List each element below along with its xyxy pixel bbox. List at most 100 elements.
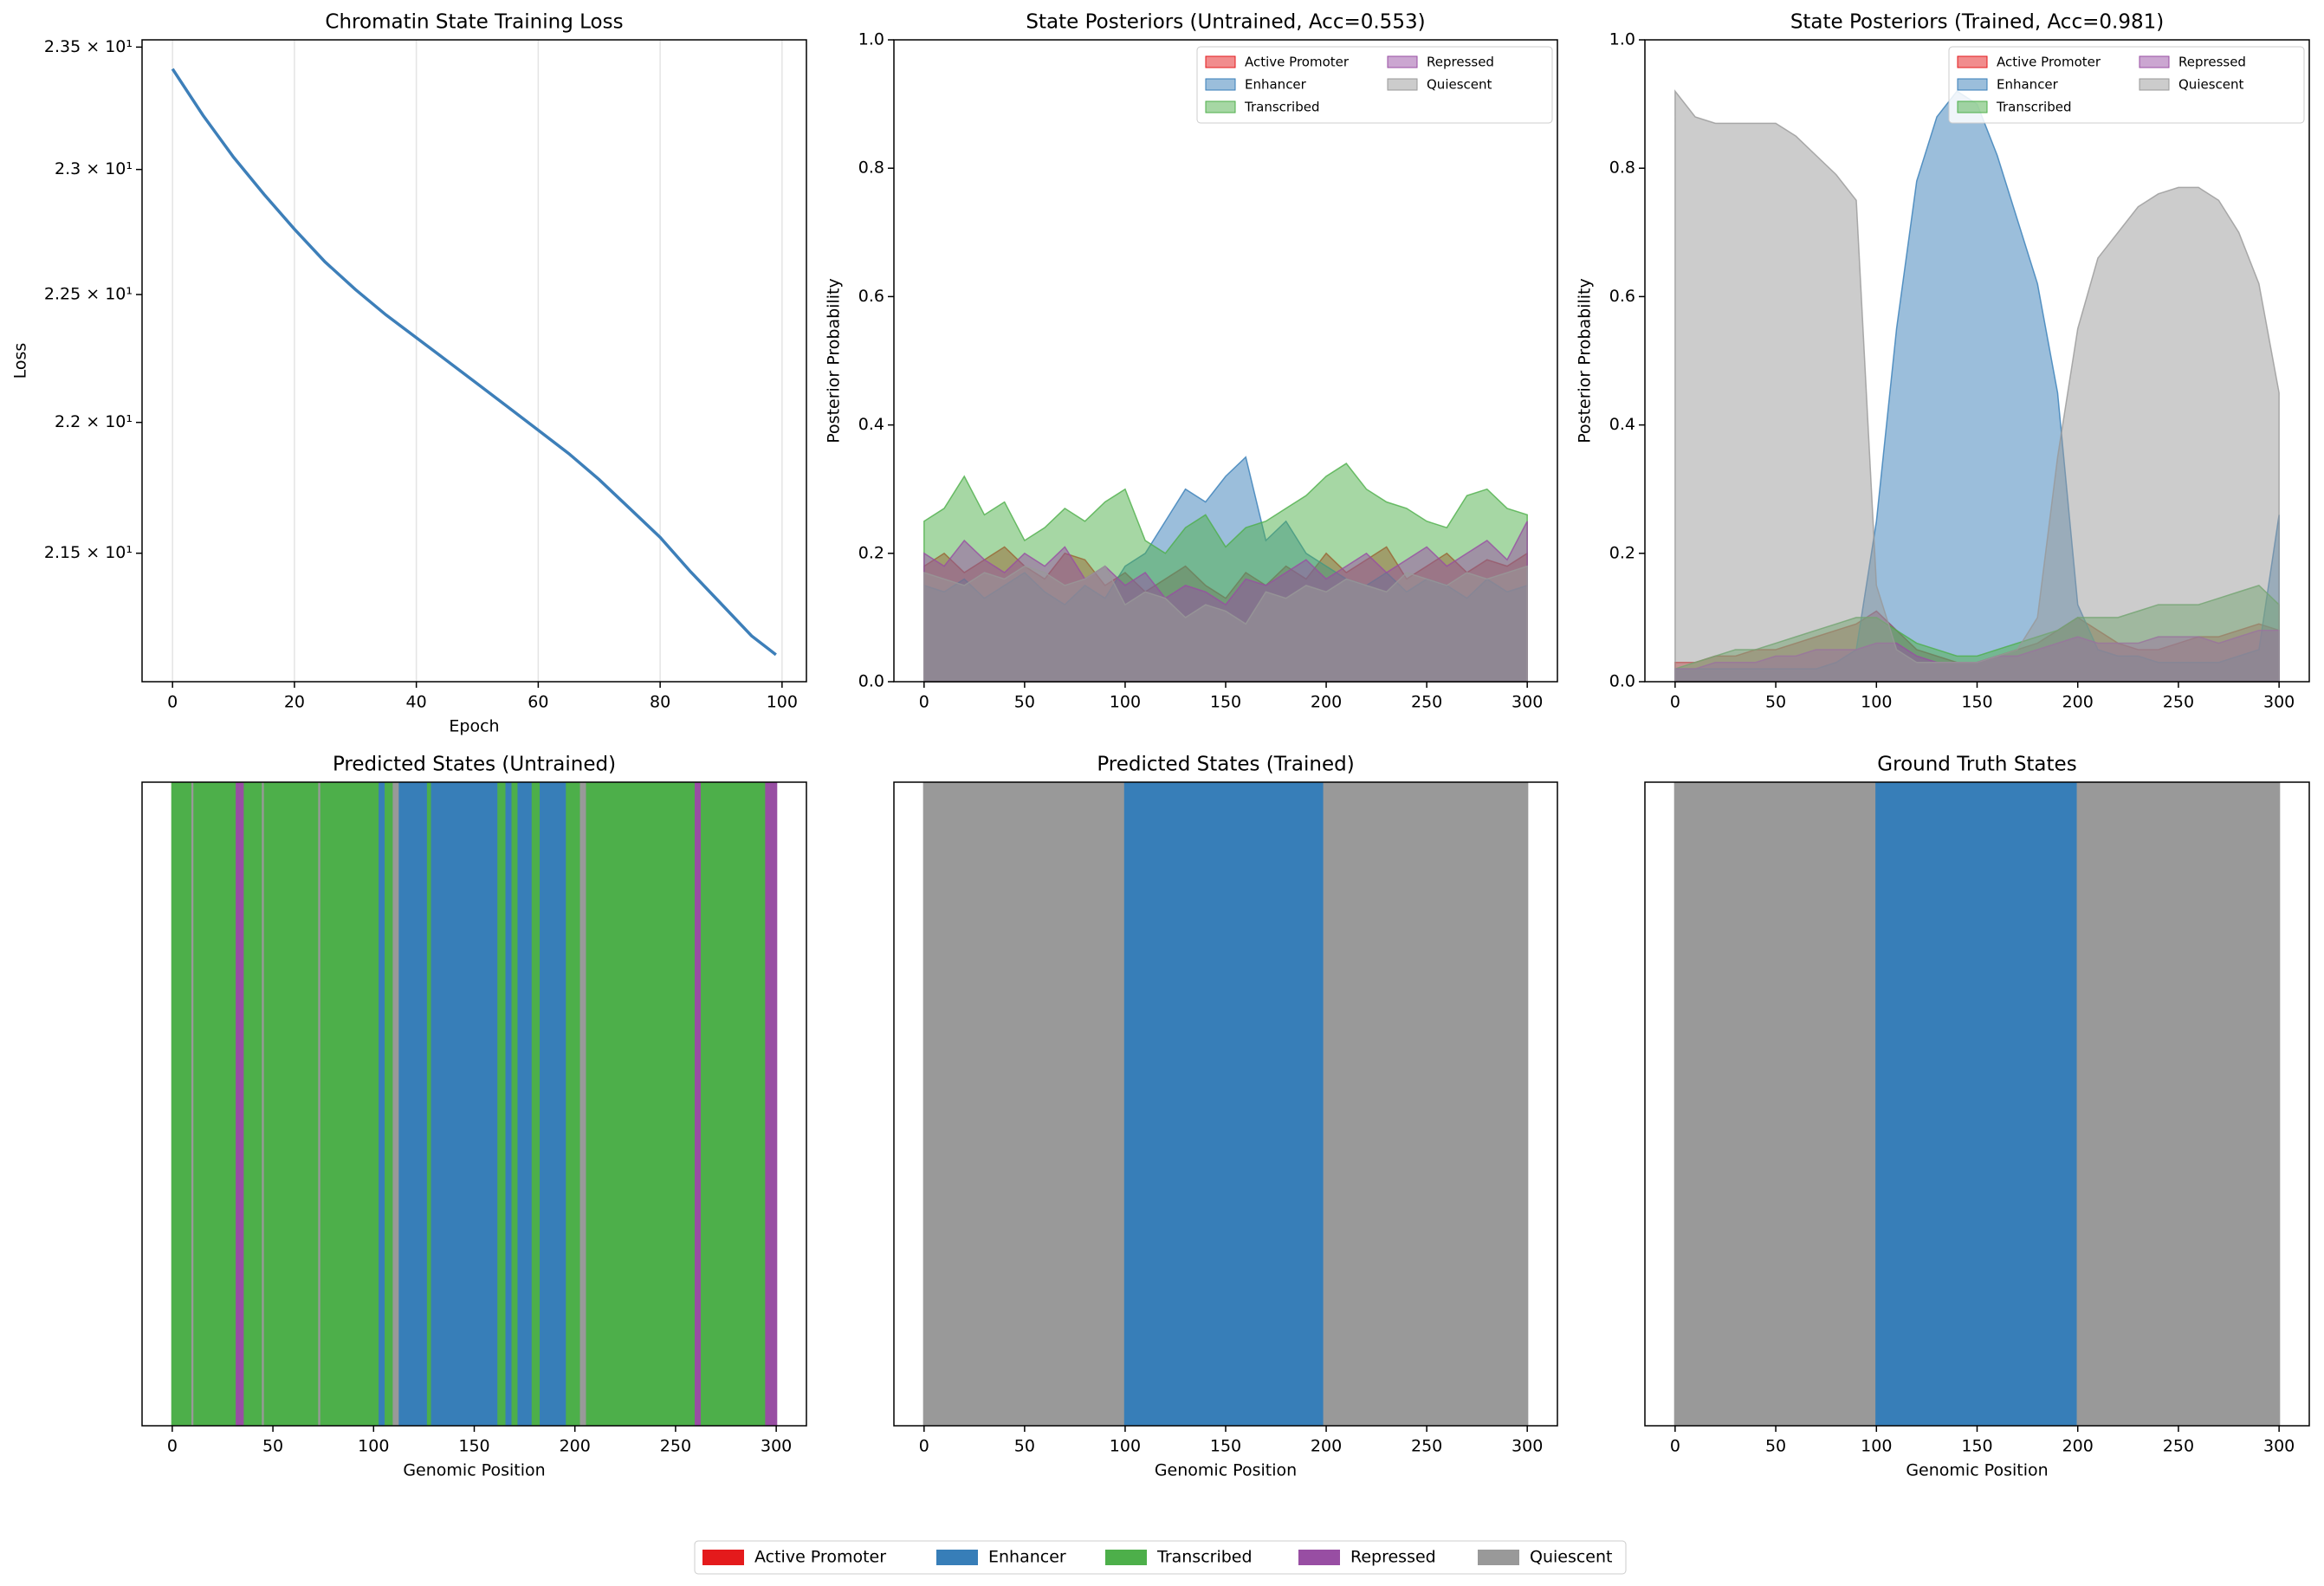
x-tick-label: 0 — [1670, 693, 1680, 712]
state-run — [511, 782, 520, 1426]
y-tick-label: 0.4 — [1609, 415, 1635, 434]
legend-label: Active Promoter — [754, 1548, 886, 1567]
legend-swatch — [2139, 55, 2170, 68]
legend-label: Active Promoter — [1245, 55, 1350, 70]
x-tick-label: 150 — [1210, 693, 1241, 712]
chart-title: State Posteriors (Trained, Acc=0.981) — [1790, 11, 2164, 34]
x-tick-label: 150 — [1961, 1437, 1992, 1456]
legend-label: Enhancer — [1245, 77, 1307, 93]
state-run — [586, 782, 697, 1426]
chart-title: Predicted States (Trained) — [1097, 754, 1354, 776]
state-run — [531, 782, 542, 1426]
x-tick-label: 200 — [1311, 1437, 1342, 1456]
x-tick-label: 0 — [1670, 1437, 1680, 1456]
legend-box — [1948, 46, 2305, 124]
x-tick-label: 300 — [2263, 693, 2295, 712]
legend-label: Transcribed — [1996, 100, 2072, 115]
state-run — [398, 782, 430, 1426]
state-run — [517, 782, 534, 1426]
x-tick-label: 200 — [560, 1437, 591, 1456]
state-run — [695, 782, 703, 1426]
y-tick-label: 0.8 — [858, 159, 884, 178]
chart-title: State Posteriors (Untrained, Acc=0.553) — [1026, 11, 1425, 34]
legend-label: Transcribed — [1244, 100, 1320, 115]
y-tick-label: 0.2 — [1609, 543, 1635, 562]
y-tick-label: 0.2 — [858, 543, 884, 562]
state-run — [392, 782, 401, 1426]
legend-label: Repressed — [1427, 55, 1494, 70]
x-tick-label: 200 — [1311, 693, 1342, 712]
legend-swatch — [702, 1550, 744, 1565]
y-tick-label: 0.6 — [858, 287, 884, 306]
state-run — [579, 782, 588, 1426]
y-tick-label: 0.0 — [1609, 672, 1635, 691]
x-tick-label: 250 — [2163, 1437, 2194, 1456]
state-run — [2076, 782, 2281, 1426]
legend-box — [694, 1540, 1627, 1575]
legend-swatch — [1205, 100, 1236, 113]
x-tick-label: 200 — [2062, 693, 2094, 712]
legend-label: Enhancer — [1997, 77, 2059, 93]
x-tick-label: 250 — [1411, 1437, 1442, 1456]
y-tick-label: 2.35 × 10¹ — [44, 37, 133, 56]
x-tick-label: 100 — [767, 693, 798, 712]
state-run — [505, 782, 514, 1426]
x-tick-label: 60 — [528, 693, 548, 712]
y-tick-label: 2.3 × 10¹ — [55, 159, 133, 178]
state-run — [765, 782, 778, 1426]
x-tick-label: 20 — [284, 693, 305, 712]
x-tick-label: 250 — [660, 1437, 691, 1456]
legend-swatch — [1957, 78, 1988, 91]
x-tick-label: 50 — [1014, 693, 1035, 712]
x-tick-label: 100 — [1861, 693, 1892, 712]
state-run — [263, 782, 320, 1426]
legend-label: Repressed — [1350, 1548, 1436, 1567]
x-axis-label: Epoch — [449, 717, 499, 736]
y-tick-label: 2.25 × 10¹ — [44, 285, 133, 304]
state-run — [430, 782, 500, 1426]
state-run — [540, 782, 568, 1426]
y-axis-label: Posterior Probability — [1576, 278, 1595, 443]
legend-label: Transcribed — [1156, 1548, 1253, 1567]
state-run — [497, 782, 508, 1426]
y-tick-label: 1.0 — [1609, 30, 1635, 49]
legend-swatch — [1957, 55, 1988, 68]
y-tick-label: 0.4 — [858, 415, 884, 434]
x-axis-label: Genomic Position — [403, 1461, 545, 1480]
x-tick-label: 300 — [1512, 1437, 1543, 1456]
y-tick-label: 2.15 × 10¹ — [44, 543, 133, 562]
loss-line — [171, 68, 777, 657]
legend-label: Repressed — [2178, 55, 2246, 70]
x-tick-label: 100 — [358, 1437, 389, 1456]
y-axis-label: Posterior Probability — [825, 278, 844, 443]
legend-swatch — [1478, 1550, 1519, 1565]
state-run — [922, 782, 1127, 1426]
state-run — [320, 782, 381, 1426]
x-tick-label: 250 — [2163, 693, 2194, 712]
state-run — [379, 782, 387, 1426]
legend-swatch — [1957, 100, 1988, 113]
x-tick-label: 0 — [919, 1437, 929, 1456]
x-tick-label: 250 — [1411, 693, 1442, 712]
x-tick-label: 200 — [2062, 1437, 2094, 1456]
y-tick-label: 1.0 — [858, 30, 884, 49]
x-tick-label: 40 — [406, 693, 427, 712]
x-tick-label: 50 — [262, 1437, 283, 1456]
legend-swatch — [936, 1550, 978, 1565]
state-run — [236, 782, 246, 1426]
state-run — [426, 782, 433, 1426]
x-tick-label: 150 — [1961, 693, 1992, 712]
legend-label: Quiescent — [1530, 1548, 1613, 1567]
y-axis-label: Loss — [11, 343, 30, 379]
x-tick-label: 50 — [1765, 1437, 1786, 1456]
state-run — [193, 782, 238, 1426]
state-run — [1673, 782, 1878, 1426]
x-tick-label: 0 — [167, 1437, 178, 1456]
chart-title: Predicted States (Untrained) — [333, 754, 616, 776]
legend-label: Enhancer — [988, 1548, 1066, 1567]
state-run — [243, 782, 264, 1426]
x-tick-label: 0 — [167, 693, 178, 712]
y-tick-label: 2.2 × 10¹ — [55, 412, 133, 431]
x-tick-label: 100 — [1110, 693, 1141, 712]
